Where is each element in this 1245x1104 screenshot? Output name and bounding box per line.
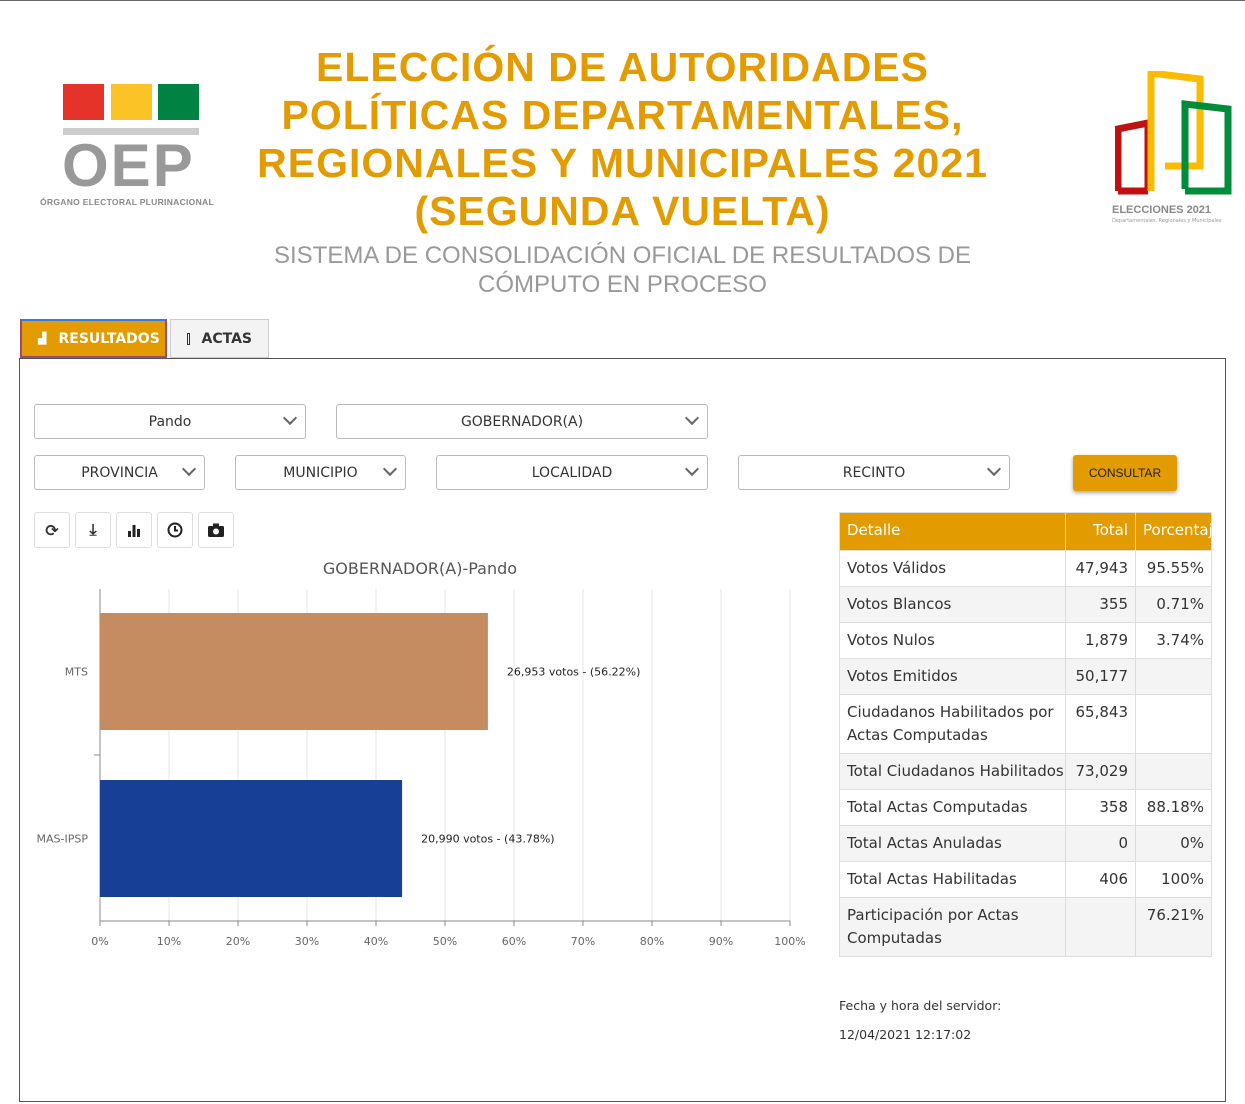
cargo-select[interactable]: GOBERNADOR(A) — [336, 404, 708, 439]
consultar-button[interactable]: CONSULTAR — [1073, 455, 1177, 491]
table-row: Votos Nulos 1,879 3.74% — [839, 622, 1212, 659]
table-row: Total Actas Computadas 358 88.18% — [839, 789, 1212, 826]
refresh-button[interactable]: ⟳ — [34, 512, 70, 548]
table-row: Votos Blancos 355 0.71% — [839, 586, 1212, 623]
cell-porcentaje — [1135, 694, 1212, 754]
clock-icon — [167, 522, 183, 538]
cell-total: 355 — [1065, 586, 1136, 623]
cell-total: 358 — [1065, 789, 1136, 826]
table-row: Votos Emitidos 50,177 — [839, 658, 1212, 695]
table-row: Total Actas Anuladas 0 0% — [839, 825, 1212, 862]
bar-chart-icon — [128, 525, 140, 537]
server-time-label: Fecha y hora del servidor: — [839, 998, 1002, 1013]
x-tick-label: 60% — [502, 935, 526, 948]
x-tick-label: 100% — [774, 935, 805, 948]
download-button[interactable]: ⤓ — [75, 512, 111, 548]
cell-porcentaje: 0.71% — [1135, 586, 1212, 623]
cell-detalle: Total Ciudadanos Habilitados — [839, 753, 1066, 790]
departamento-select[interactable]: Pando — [34, 404, 306, 439]
cell-porcentaje: 3.74% — [1135, 622, 1212, 659]
table-row: Total Actas Habilitadas 406 100% — [839, 861, 1212, 898]
chevron-down-icon — [684, 410, 700, 426]
cell-detalle: Ciudadanos Habilitados por Actas Computa… — [839, 694, 1066, 754]
cell-detalle: Votos Nulos — [839, 622, 1066, 659]
recinto-select[interactable]: RECINTO — [738, 455, 1010, 490]
chevron-down-icon — [986, 461, 1002, 477]
cell-total: 50,177 — [1065, 658, 1136, 695]
bar-mts — [100, 613, 488, 730]
screenshot-button[interactable] — [198, 512, 234, 548]
cell-porcentaje — [1135, 658, 1212, 695]
tab-resultados[interactable]: ▟ RESULTADOS — [20, 319, 167, 358]
camera-icon — [208, 523, 224, 537]
results-chart: GOBERNADOR(A)-Pando 0% 10% 20% 30% 40% 50% 60% 7… — [37, 559, 806, 948]
bar-mas-ipsp — [100, 780, 403, 897]
col-detalle: Detalle — [839, 512, 1066, 551]
x-tick-label: 50% — [433, 935, 457, 948]
cell-porcentaje: 100% — [1135, 861, 1212, 898]
x-tick-label: 70% — [571, 935, 595, 948]
cell-total: 73,029 — [1065, 753, 1136, 790]
col-total: Total — [1065, 512, 1136, 551]
cell-total — [1065, 897, 1136, 957]
cell-total: 47,943 — [1065, 550, 1136, 587]
cell-porcentaje: 0% — [1135, 825, 1212, 862]
page-title: ELECCIÓN DE AUTORIDADES POLÍTICAS DEPART… — [257, 44, 988, 234]
cell-porcentaje — [1135, 753, 1212, 790]
provincia-select[interactable]: PROVINCIA — [34, 455, 205, 490]
y-category-label: MAS-IPSP — [37, 833, 89, 846]
cell-detalle: Votos Emitidos — [839, 658, 1066, 695]
chevron-down-icon — [382, 461, 398, 477]
tab-actas[interactable]: ACTAS — [170, 319, 269, 358]
results-table: DetalleTotalPorcentaje Votos Válidos47,9… — [839, 512, 1212, 957]
x-tick-label: 20% — [226, 935, 250, 948]
cell-total: 406 — [1065, 861, 1136, 898]
table-row: Total Ciudadanos Habilitados 73,029 — [839, 753, 1212, 790]
cell-porcentaje: 95.55% — [1135, 550, 1212, 587]
chevron-down-icon — [181, 461, 197, 477]
file-icon — [187, 332, 190, 345]
cell-detalle: Votos Blancos — [839, 586, 1066, 623]
cell-detalle: Votos Válidos — [839, 550, 1066, 587]
chart-title: GOBERNADOR(A)-Pando — [323, 559, 517, 578]
server-time-value: 12/04/2021 12:17:02 — [839, 1027, 972, 1042]
cell-detalle: Total Actas Anuladas — [839, 825, 1066, 862]
x-tick-label: 40% — [364, 935, 388, 948]
cell-detalle: Total Actas Habilitadas — [839, 861, 1066, 898]
x-tick-label: 10% — [157, 935, 181, 948]
chevron-down-icon — [282, 410, 298, 426]
download-icon: ⤓ — [89, 520, 97, 539]
table-row: Ciudadanos Habilitados por Actas Computa… — [839, 694, 1212, 754]
cell-total: 65,843 — [1065, 694, 1136, 754]
results-panel — [19, 358, 1226, 1102]
history-button[interactable] — [157, 512, 193, 548]
x-tick-label: 90% — [709, 935, 733, 948]
municipio-select[interactable]: MUNICIPIO — [235, 455, 406, 490]
bar-data-label: 20,990 votos - (43.78%) — [421, 833, 555, 846]
cell-porcentaje: 76.21% — [1135, 897, 1212, 957]
area-chart-icon: ▟ — [38, 332, 47, 345]
refresh-icon: ⟳ — [45, 520, 59, 540]
x-tick-label: 30% — [295, 935, 319, 948]
y-category-label: MTS — [65, 666, 88, 679]
page-subtitle: SISTEMA DE CONSOLIDACIÓN OFICIAL DE RESU… — [273, 242, 972, 298]
x-tick-label: 80% — [640, 935, 664, 948]
localidad-select[interactable]: LOCALIDAD — [436, 455, 708, 490]
x-tick-label: 0% — [91, 935, 108, 948]
bar-chart-button[interactable] — [116, 512, 152, 548]
col-porcentaje: Porcentaje — [1135, 512, 1212, 551]
table-row: Votos Válidos 47,943 95.55% — [839, 550, 1212, 587]
cell-detalle: Participación por Actas Computadas — [839, 897, 1066, 957]
cell-total: 0 — [1065, 825, 1136, 862]
bar-data-label: 26,953 votos - (56.22%) — [507, 666, 640, 679]
cell-total: 1,879 — [1065, 622, 1136, 659]
chevron-down-icon — [684, 461, 700, 477]
cell-detalle: Total Actas Computadas — [839, 789, 1066, 826]
cell-porcentaje: 88.18% — [1135, 789, 1212, 826]
table-row: Participación por Actas Computadas 76.21% — [839, 897, 1212, 957]
